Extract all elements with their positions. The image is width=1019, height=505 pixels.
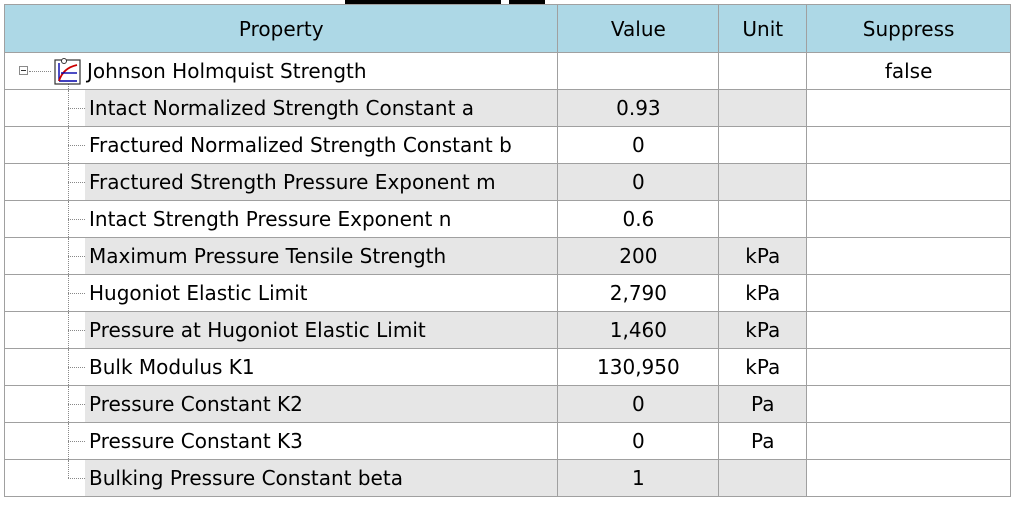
property-rows: Intact Normalized Strength Constant a 0.9… [5, 90, 1011, 497]
property-row[interactable]: Bulk Modulus K1 130,950 kPa [5, 349, 1011, 386]
group-value-cell[interactable] [558, 53, 720, 90]
property-name-cell[interactable]: Pressure Constant K3 [5, 423, 559, 460]
group-row[interactable]: Johnson Holmquist Strength false [5, 53, 1011, 90]
property-row[interactable]: Maximum Pressure Tensile Strength 200 kPa [5, 238, 1011, 275]
property-unit-cell[interactable] [719, 164, 808, 201]
tree-connector [68, 441, 85, 442]
property-name-cell[interactable]: Intact Normalized Strength Constant a [5, 90, 559, 127]
group-name: Johnson Holmquist Strength [87, 59, 367, 83]
property-name: Maximum Pressure Tensile Strength [85, 238, 558, 274]
tree-connector [68, 182, 85, 183]
window-top-edge [345, 0, 545, 4]
property-suppress-cell[interactable] [807, 386, 1011, 423]
property-name: Pressure at Hugoniot Elastic Limit [85, 312, 558, 348]
property-name-cell[interactable]: Pressure at Hugoniot Elastic Limit [5, 312, 559, 349]
property-name: Fractured Strength Pressure Exponent m [85, 164, 558, 200]
property-suppress-cell[interactable] [807, 238, 1011, 275]
property-unit-cell[interactable]: Pa [719, 386, 808, 423]
property-name-cell[interactable]: Bulk Modulus K1 [5, 349, 559, 386]
property-name-cell[interactable]: Maximum Pressure Tensile Strength [5, 238, 559, 275]
property-row[interactable]: Pressure Constant K2 0 Pa [5, 386, 1011, 423]
property-unit-cell[interactable] [719, 90, 808, 127]
property-name: Hugoniot Elastic Limit [89, 281, 308, 305]
property-value-cell[interactable]: 0.6 [558, 201, 720, 238]
property-row[interactable]: Pressure at Hugoniot Elastic Limit 1,460 k… [5, 312, 1011, 349]
column-header-unit[interactable]: Unit [719, 5, 808, 53]
tree-line [68, 83, 69, 89]
tree-connector [68, 219, 85, 220]
property-row[interactable]: Hugoniot Elastic Limit 2,790 kPa [5, 275, 1011, 312]
tree-connector [68, 108, 85, 109]
strength-model-icon [54, 58, 81, 85]
property-row[interactable]: Intact Normalized Strength Constant a 0.9… [5, 90, 1011, 127]
property-name: Pressure Constant K3 [89, 429, 303, 453]
property-name: Intact Normalized Strength Constant a [85, 90, 558, 126]
property-unit-cell[interactable]: kPa [719, 275, 808, 312]
property-suppress-cell[interactable] [807, 423, 1011, 460]
property-suppress-cell[interactable] [807, 460, 1011, 497]
property-value-cell[interactable]: 0 [558, 386, 720, 423]
property-suppress-cell[interactable] [807, 164, 1011, 201]
column-header-value[interactable]: Value [558, 5, 720, 53]
grid-header: Property Value Unit Suppress [5, 5, 1011, 53]
property-value-cell[interactable]: 0.93 [558, 90, 720, 127]
property-unit-cell[interactable]: kPa [719, 312, 808, 349]
property-name-cell[interactable]: Hugoniot Elastic Limit [5, 275, 559, 312]
property-name-cell[interactable]: Intact Strength Pressure Exponent n [5, 201, 559, 238]
collapse-toggle-icon[interactable] [19, 66, 28, 75]
property-name-cell[interactable]: Fractured Strength Pressure Exponent m [5, 164, 559, 201]
property-row[interactable]: Fractured Normalized Strength Constant b… [5, 127, 1011, 164]
property-unit-cell[interactable] [719, 460, 808, 497]
tree-line [68, 460, 69, 478]
property-value-cell[interactable]: 130,950 [558, 349, 720, 386]
tree-connector [68, 330, 85, 331]
group-unit-cell[interactable] [719, 53, 808, 90]
property-suppress-cell[interactable] [807, 275, 1011, 312]
tree-connector [68, 145, 85, 146]
property-suppress-cell[interactable] [807, 349, 1011, 386]
property-suppress-cell[interactable] [807, 201, 1011, 238]
property-value-cell[interactable]: 0 [558, 127, 720, 164]
property-name: Fractured Normalized Strength Constant b [89, 133, 512, 157]
property-name: Bulk Modulus K1 [89, 355, 255, 379]
property-name-cell[interactable]: Fractured Normalized Strength Constant b [5, 127, 559, 164]
group-property-cell[interactable]: Johnson Holmquist Strength [5, 53, 559, 90]
property-value-cell[interactable]: 1,460 [558, 312, 720, 349]
property-value-cell[interactable]: 0 [558, 423, 720, 460]
property-unit-cell[interactable] [719, 201, 808, 238]
column-header-suppress[interactable]: Suppress [807, 5, 1011, 53]
group-suppress-cell[interactable]: false [807, 53, 1011, 90]
property-unit-cell[interactable]: kPa [719, 238, 808, 275]
tree-connector [29, 71, 51, 72]
property-row[interactable]: Bulking Pressure Constant beta 1 [5, 460, 1011, 497]
property-suppress-cell[interactable] [807, 127, 1011, 164]
tree-connector [68, 293, 85, 294]
tree-connector [68, 404, 85, 405]
property-suppress-cell[interactable] [807, 312, 1011, 349]
properties-grid: Property Value Unit Suppress Johnson Hol… [4, 4, 1011, 497]
property-name-cell[interactable]: Pressure Constant K2 [5, 386, 559, 423]
tree-connector [68, 478, 85, 479]
property-row[interactable]: Pressure Constant K3 0 Pa [5, 423, 1011, 460]
property-suppress-cell[interactable] [807, 90, 1011, 127]
property-row[interactable]: Intact Strength Pressure Exponent n 0.6 [5, 201, 1011, 238]
property-name-cell[interactable]: Bulking Pressure Constant beta [5, 460, 559, 497]
tree-connector [68, 367, 85, 368]
property-value-cell[interactable]: 1 [558, 460, 720, 497]
property-unit-cell[interactable] [719, 127, 808, 164]
property-value-cell[interactable]: 0 [558, 164, 720, 201]
property-name: Bulking Pressure Constant beta [85, 460, 558, 496]
property-unit-cell[interactable]: Pa [719, 423, 808, 460]
property-value-cell[interactable]: 2,790 [558, 275, 720, 312]
column-header-property[interactable]: Property [5, 5, 559, 53]
property-unit-cell[interactable]: kPa [719, 349, 808, 386]
property-name: Intact Strength Pressure Exponent n [89, 207, 452, 231]
tree-connector [68, 256, 85, 257]
property-value-cell[interactable]: 200 [558, 238, 720, 275]
property-name: Pressure Constant K2 [85, 386, 558, 422]
